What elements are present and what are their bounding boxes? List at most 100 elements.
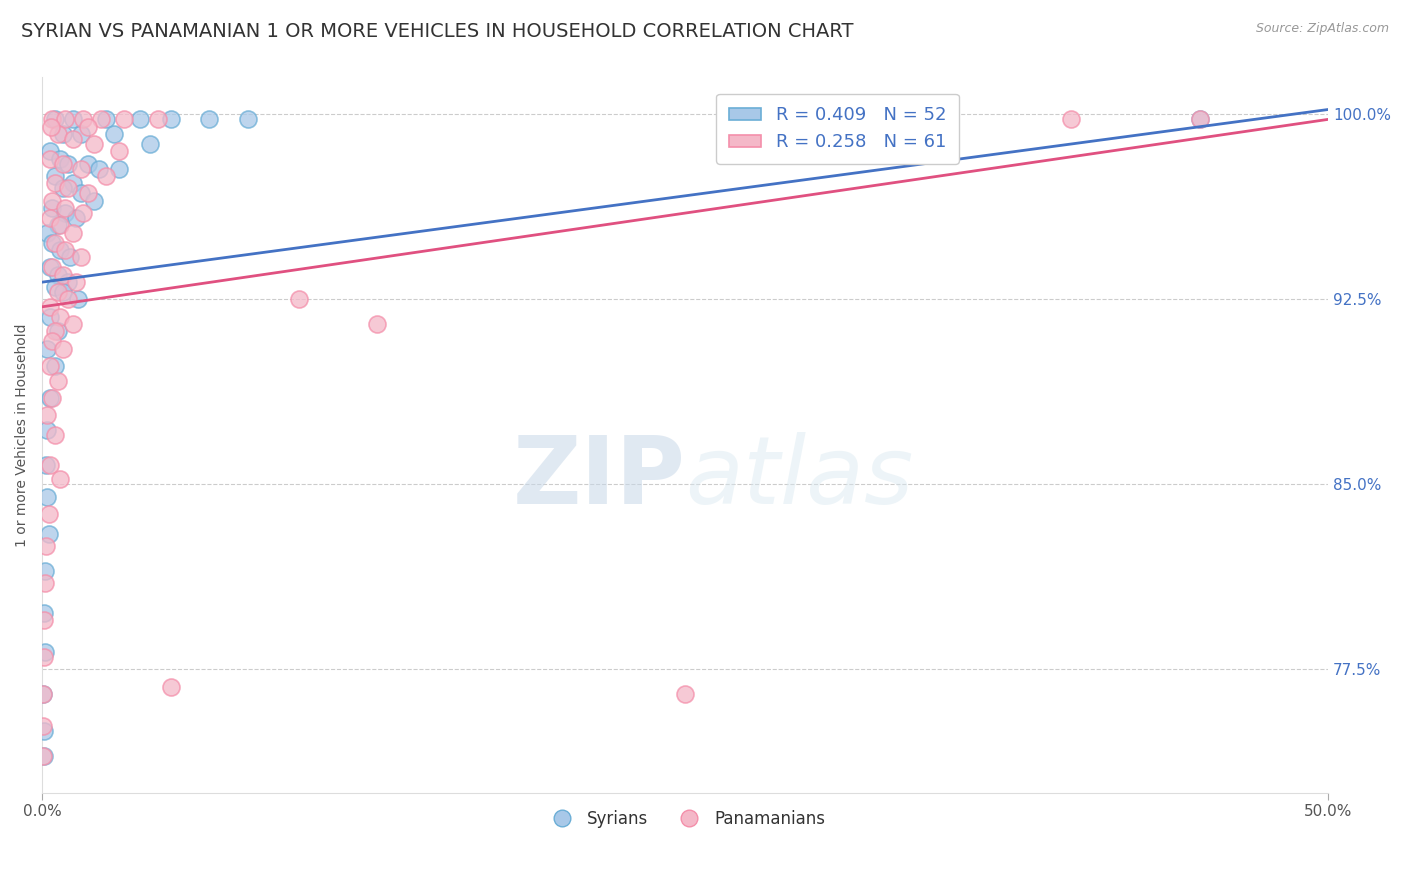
Point — [39, 120, 62, 134]
Text: atlas: atlas — [685, 433, 914, 524]
Point — [146, 112, 169, 127]
Point — [159, 112, 181, 127]
Text: SYRIAN VS PANAMANIAN 1 OR MORE VEHICLES IN HOUSEHOLD CORRELATION CHART: SYRIAN VS PANAMANIAN 1 OR MORE VEHICLES … — [21, 22, 853, 41]
Point — [38, 145, 60, 159]
Point — [38, 458, 60, 472]
Point — [83, 194, 105, 208]
Point — [35, 539, 58, 553]
Point — [41, 260, 63, 275]
Point — [44, 177, 66, 191]
Point — [34, 564, 56, 578]
Point — [41, 201, 63, 215]
Point — [59, 251, 82, 265]
Point — [53, 201, 76, 215]
Point — [129, 112, 152, 127]
Point — [49, 219, 72, 233]
Point — [49, 243, 72, 257]
Point — [44, 428, 66, 442]
Y-axis label: 1 or more Vehicles in Household: 1 or more Vehicles in Household — [15, 323, 30, 547]
Point — [53, 206, 76, 220]
Point — [236, 112, 259, 127]
Point — [67, 293, 90, 307]
Point — [96, 169, 118, 183]
Point — [32, 748, 55, 763]
Point — [32, 606, 55, 620]
Point — [108, 145, 131, 159]
Point — [114, 112, 136, 127]
Point — [38, 526, 60, 541]
Point — [366, 317, 388, 331]
Point — [62, 177, 84, 191]
Point — [41, 391, 63, 405]
Point — [44, 325, 66, 339]
Point — [159, 680, 181, 694]
Point — [35, 458, 58, 472]
Point — [49, 472, 72, 486]
Point — [41, 334, 63, 349]
Point — [69, 161, 91, 176]
Point — [62, 112, 84, 127]
Point — [46, 127, 69, 141]
Point — [53, 243, 76, 257]
Point — [62, 132, 84, 146]
Point — [32, 719, 55, 733]
Point — [90, 112, 112, 127]
Point — [34, 576, 56, 591]
Point — [37, 409, 59, 423]
Point — [41, 235, 63, 250]
Text: ZIP: ZIP — [512, 432, 685, 524]
Point — [37, 226, 59, 240]
Point — [35, 490, 58, 504]
Point — [62, 226, 84, 240]
Point — [1188, 112, 1211, 127]
Point — [41, 194, 63, 208]
Point — [46, 219, 69, 233]
Point — [69, 186, 91, 201]
Point — [77, 157, 100, 171]
Point — [32, 613, 55, 627]
Point — [38, 300, 60, 314]
Point — [52, 127, 75, 141]
Point — [34, 645, 56, 659]
Point — [53, 112, 76, 127]
Point — [38, 211, 60, 225]
Point — [41, 112, 63, 127]
Point — [38, 310, 60, 324]
Point — [32, 650, 55, 665]
Point — [49, 152, 72, 166]
Point — [62, 317, 84, 331]
Point — [32, 748, 55, 763]
Point — [803, 112, 825, 127]
Point — [56, 293, 79, 307]
Point — [46, 325, 69, 339]
Point — [139, 136, 162, 151]
Point — [69, 127, 91, 141]
Point — [52, 268, 75, 282]
Point — [37, 423, 59, 437]
Point — [103, 127, 125, 141]
Point — [56, 157, 79, 171]
Point — [52, 285, 75, 299]
Point — [673, 687, 696, 701]
Legend: Syrians, Panamanians: Syrians, Panamanians — [538, 803, 832, 834]
Point — [46, 285, 69, 299]
Point — [46, 268, 69, 282]
Point — [288, 293, 311, 307]
Text: Source: ZipAtlas.com: Source: ZipAtlas.com — [1256, 22, 1389, 36]
Point — [1188, 112, 1211, 127]
Point — [65, 275, 87, 289]
Point — [87, 161, 110, 176]
Point — [44, 112, 66, 127]
Point — [1060, 112, 1083, 127]
Point — [52, 342, 75, 356]
Point — [198, 112, 221, 127]
Point — [44, 280, 66, 294]
Point — [37, 342, 59, 356]
Point — [65, 211, 87, 225]
Point — [44, 359, 66, 373]
Point — [77, 186, 100, 201]
Point — [32, 687, 55, 701]
Point — [108, 161, 131, 176]
Point — [72, 206, 94, 220]
Point — [44, 235, 66, 250]
